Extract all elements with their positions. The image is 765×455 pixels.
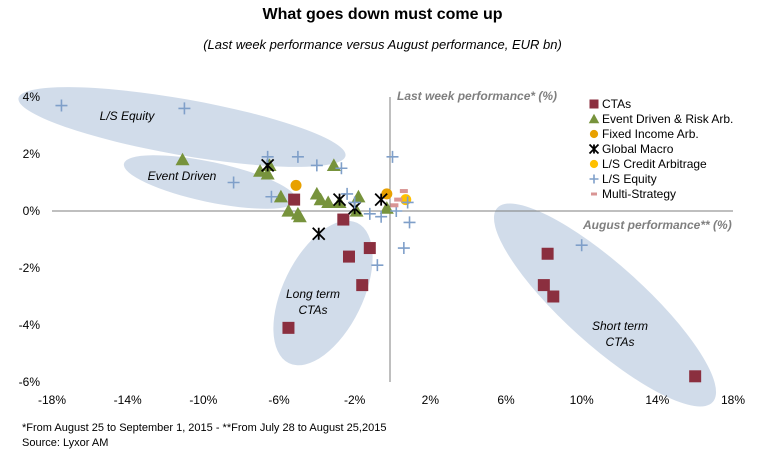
data-points bbox=[55, 99, 702, 383]
point-l-s-equity bbox=[291, 150, 304, 163]
point-l-s-equity bbox=[341, 187, 354, 200]
point-l-s-equity bbox=[401, 196, 414, 209]
y-tick-label: 0% bbox=[23, 204, 41, 218]
point-ctas bbox=[541, 247, 554, 260]
legend-marker-l-s-equity bbox=[589, 174, 599, 184]
point-fixed-income-arb bbox=[290, 179, 302, 191]
annotation-event-driven: Event Driven bbox=[148, 169, 217, 183]
point-event-driven-risk-arb bbox=[313, 192, 328, 206]
point-event-driven-risk-arb bbox=[351, 189, 366, 203]
x-tick-labels: -18% -14% -10% -6% -2% 2% 6% 10% 14% 18% bbox=[38, 393, 745, 407]
x-tick-label: -14% bbox=[114, 393, 142, 407]
footnote: *From August 25 to September 1, 2015 - *… bbox=[22, 422, 387, 434]
point-event-driven-risk-arb bbox=[273, 189, 288, 203]
point-l-s-equity bbox=[397, 242, 410, 255]
point-l-s-equity bbox=[363, 207, 376, 220]
point-l-s-equity bbox=[386, 150, 399, 163]
x-tick-label: -18% bbox=[38, 393, 66, 407]
y-axis-label: Last week performance* (%) bbox=[397, 89, 557, 103]
ellipse-event-driven bbox=[123, 155, 297, 209]
point-l-s-equity bbox=[261, 150, 274, 163]
x-tick-label: -6% bbox=[268, 393, 290, 407]
legend-label-multi-strategy: Multi-Strategy bbox=[602, 187, 676, 201]
point-global-macro bbox=[312, 227, 326, 241]
point-ctas bbox=[356, 279, 369, 292]
point-l-s-equity bbox=[55, 99, 68, 112]
point-event-driven-risk-arb bbox=[321, 195, 336, 209]
legend-label-l-s-equity: L/S Equity bbox=[602, 172, 657, 186]
x-tick-label: 6% bbox=[497, 393, 515, 407]
point-l-s-equity bbox=[375, 210, 388, 223]
annotation-short-term-ctas: Short term CTAs bbox=[592, 319, 648, 349]
x-axis-label: August performance** (%) bbox=[582, 218, 732, 232]
x-tick-label: 14% bbox=[645, 393, 669, 407]
legend-marker-ctas bbox=[589, 99, 599, 109]
legend-label-ctas: CTAs bbox=[602, 97, 631, 111]
legend-marker-fixed-income-arb bbox=[589, 129, 599, 139]
point-ctas bbox=[342, 250, 355, 263]
point-ctas bbox=[689, 370, 702, 383]
chart-subtitle: (Last week performance versus August per… bbox=[203, 37, 562, 52]
chart-title: What goes down must come up bbox=[262, 6, 503, 23]
point-event-driven-risk-arb bbox=[292, 209, 307, 223]
y-tick-labels: 4% 2% 0% -2% -4% -6% bbox=[19, 90, 41, 389]
point-l-s-equity bbox=[335, 162, 348, 175]
point-l-s-equity bbox=[575, 239, 588, 252]
point-multi-strategy bbox=[394, 197, 403, 202]
x-tick-label: -10% bbox=[189, 393, 217, 407]
point-l-s-equity bbox=[178, 102, 191, 115]
point-l-s-equity bbox=[227, 176, 240, 189]
annotation-long-term-ctas: Long term CTAs bbox=[286, 287, 340, 317]
legend-label-event-driven-risk-arb: Event Driven & Risk Arb. bbox=[602, 112, 733, 126]
x-tick-label: -2% bbox=[344, 393, 366, 407]
point-global-macro bbox=[332, 192, 347, 207]
point-event-driven-risk-arb bbox=[253, 164, 268, 177]
legend-label-global-macro: Global Macro bbox=[602, 142, 674, 156]
series-l-s-equity bbox=[55, 99, 588, 272]
point-l-s-equity bbox=[371, 259, 384, 272]
source-note: Source: Lyxor AM bbox=[22, 437, 109, 449]
series-event-driven-risk-arb bbox=[175, 152, 394, 223]
point-ctas bbox=[288, 193, 301, 206]
point-global-macro bbox=[374, 192, 388, 207]
legend-label-l-s-credit-arbitrage: L/S Credit Arbitrage bbox=[602, 157, 707, 171]
point-l-s-equity bbox=[265, 190, 278, 203]
legend-marker-global-macro bbox=[588, 143, 600, 155]
point-event-driven-risk-arb bbox=[175, 152, 190, 166]
point-ctas bbox=[363, 242, 376, 255]
point-multi-strategy bbox=[399, 189, 408, 194]
footnote-block: *From August 25 to September 1, 2015 - *… bbox=[22, 421, 386, 451]
legend-marker-multi-strategy bbox=[591, 192, 597, 196]
y-tick-label: -6% bbox=[19, 375, 41, 389]
ellipse-ls-equity bbox=[18, 87, 346, 167]
y-tick-label: -4% bbox=[19, 318, 41, 332]
legend-marker-l-s-credit-arbitrage bbox=[589, 159, 599, 169]
x-tick-label: 2% bbox=[422, 393, 440, 407]
y-tick-label: -2% bbox=[19, 261, 41, 275]
y-tick-label: 4% bbox=[23, 90, 41, 104]
point-l-s-equity bbox=[348, 196, 361, 209]
point-ctas bbox=[547, 290, 560, 303]
point-event-driven-risk-arb bbox=[281, 204, 296, 217]
x-tick-label: 18% bbox=[721, 393, 745, 407]
point-event-driven-risk-arb bbox=[260, 166, 275, 180]
legend-marker-event-driven-risk-arb bbox=[588, 113, 600, 124]
point-l-s-equity bbox=[403, 216, 416, 229]
point-ctas bbox=[537, 279, 550, 292]
point-ctas bbox=[282, 321, 295, 334]
series-ctas bbox=[282, 193, 702, 383]
point-ctas bbox=[337, 213, 350, 226]
x-tick-label: 10% bbox=[570, 393, 594, 407]
legend-label-fixed-income-arb: Fixed Income Arb. bbox=[602, 127, 699, 141]
annotation-ls-equity: L/S Equity bbox=[100, 109, 156, 123]
point-multi-strategy bbox=[390, 203, 399, 208]
series-multi-strategy bbox=[390, 189, 408, 208]
point-l-s-equity bbox=[310, 159, 323, 172]
y-tick-label: 2% bbox=[23, 147, 41, 161]
